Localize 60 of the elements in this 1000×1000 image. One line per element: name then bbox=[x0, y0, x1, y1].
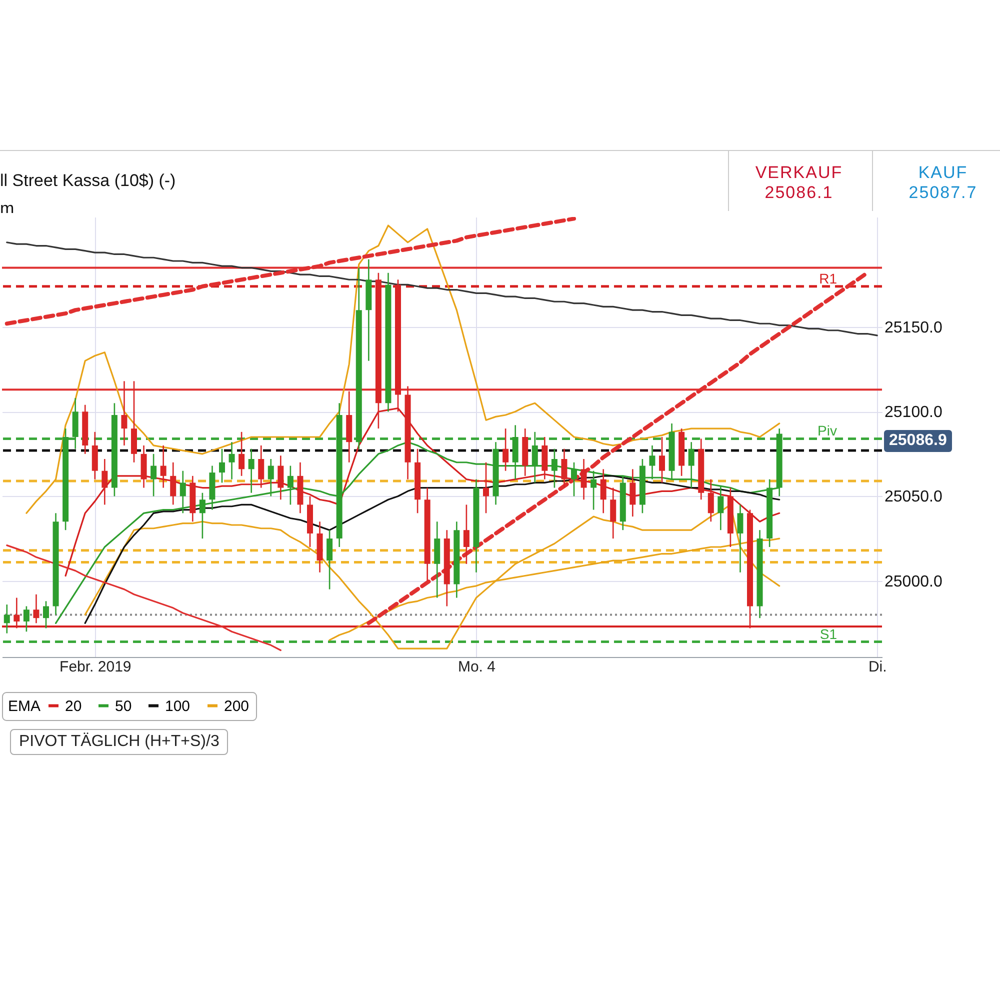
x-tick-label: Febr. 2019 bbox=[60, 658, 132, 676]
line-series bbox=[26, 224, 780, 514]
candlestick bbox=[590, 470, 597, 510]
text: 25087.7 bbox=[908, 183, 978, 203]
candlestick bbox=[718, 485, 724, 531]
candlestick bbox=[43, 600, 49, 629]
candlestick bbox=[219, 448, 225, 484]
candlestick bbox=[551, 448, 558, 488]
line-series bbox=[6, 544, 282, 652]
text: KAUF bbox=[917, 163, 969, 183]
candlestick bbox=[268, 458, 274, 497]
candlestick bbox=[630, 468, 636, 518]
y-tick-label: 25100.0 bbox=[884, 404, 942, 422]
y-tick-label: 25050.0 bbox=[884, 488, 942, 506]
candlestick bbox=[610, 487, 616, 540]
candlestick bbox=[502, 428, 509, 472]
text: 25086.1 bbox=[764, 183, 834, 203]
legend-title: EMA bbox=[8, 698, 41, 715]
candlestick bbox=[600, 468, 606, 514]
legend-label: 100 bbox=[165, 698, 190, 715]
candlestick bbox=[326, 529, 333, 590]
candlestick bbox=[737, 504, 744, 574]
candlestick bbox=[199, 492, 206, 540]
candlestick bbox=[561, 448, 568, 488]
ref-line-label: R1 bbox=[819, 270, 838, 286]
candlestick bbox=[258, 444, 264, 488]
legend-label: 20 bbox=[65, 698, 82, 715]
legend-label: 50 bbox=[115, 698, 132, 715]
y-tick-label: 25000.0 bbox=[884, 573, 942, 590]
candlestick bbox=[483, 462, 489, 514]
candlestick bbox=[170, 462, 176, 506]
x-tick-label: Di. bbox=[868, 658, 887, 676]
candlestick bbox=[180, 470, 186, 514]
ref-line-label: Piv bbox=[818, 422, 837, 439]
candlestick bbox=[278, 454, 284, 500]
candlestick bbox=[580, 458, 587, 500]
candlestick bbox=[649, 444, 656, 480]
candlestick bbox=[463, 504, 470, 565]
candlestick bbox=[4, 604, 10, 634]
text: ll Street Kassa (10$) (-) bbox=[0, 171, 176, 191]
text: 25086.9 bbox=[884, 430, 952, 452]
candlestick bbox=[102, 458, 108, 506]
candlestick bbox=[287, 465, 294, 506]
candlestick bbox=[228, 441, 235, 480]
candlestick bbox=[33, 594, 40, 624]
text: PIVOT TÄGLICH (H+T+S)/3 bbox=[10, 729, 228, 755]
line-series bbox=[6, 242, 878, 336]
candlestick bbox=[150, 453, 157, 497]
candlestick bbox=[571, 462, 577, 497]
text: VERKAUF bbox=[754, 163, 844, 183]
candlestick bbox=[238, 431, 245, 477]
x-tick-label: Mo. 4 bbox=[458, 658, 496, 676]
candlestick bbox=[708, 478, 714, 522]
candlestick bbox=[659, 436, 665, 484]
candlestick bbox=[248, 448, 254, 494]
ref-line-label: S1 bbox=[820, 626, 838, 642]
candlestick bbox=[160, 444, 166, 488]
candlestick bbox=[23, 606, 30, 632]
legend-label: 200 bbox=[224, 698, 250, 715]
y-tick-label: 25150.0 bbox=[884, 320, 942, 336]
